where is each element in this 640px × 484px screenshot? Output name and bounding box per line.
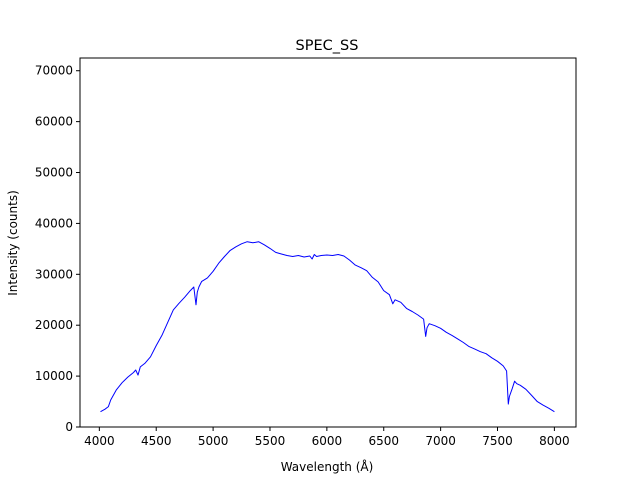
x-axis: 4000 4500 5000 5500 6000 6500 7000 7500 8000: [84, 427, 570, 448]
y-axis: 0 10000 20000 30000 40000 50000 60000 70000: [35, 64, 80, 434]
plot-frame: [79, 57, 577, 428]
y-tick-label: 70000: [35, 64, 73, 78]
y-tick-label: 30000: [35, 267, 73, 281]
x-tick-label: 6500: [368, 434, 399, 448]
x-tick-label: 8000: [539, 434, 570, 448]
x-tick-label: 5000: [198, 434, 229, 448]
plot-area: [100, 241, 555, 413]
chart-title: SPEC_SS: [296, 38, 359, 54]
x-axis-label: Wavelength (Å): [281, 459, 374, 474]
y-tick-label: 10000: [35, 369, 73, 383]
y-tick-label: 20000: [35, 318, 73, 332]
x-tick-label: 5500: [255, 434, 286, 448]
y-tick-label: 40000: [35, 216, 73, 230]
x-tick-label: 7000: [425, 434, 456, 448]
y-tick-label: 50000: [35, 166, 73, 180]
x-tick-label: 6000: [312, 434, 343, 448]
y-tick-label: 0: [65, 420, 73, 434]
y-tick-label: 60000: [35, 115, 73, 129]
x-tick-label: 4000: [84, 434, 115, 448]
y-axis-label: Intensity (counts): [6, 190, 20, 296]
x-tick-label: 7500: [482, 434, 513, 448]
x-tick-label: 4500: [141, 434, 172, 448]
series-line-0: [100, 241, 555, 413]
